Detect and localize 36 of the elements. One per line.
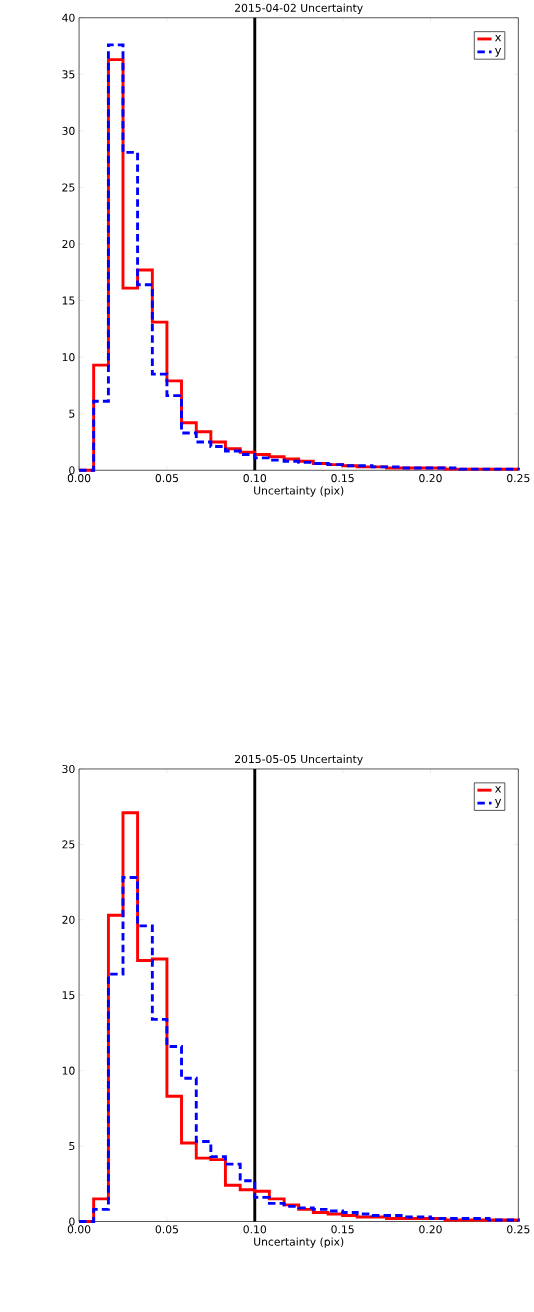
y-tick-label: 35 (62, 70, 75, 79)
y-tick-label: 25 (62, 183, 75, 192)
y-tick-label: 10 (62, 353, 75, 362)
chart-title: 2015-05-05 Uncertainty (235, 754, 363, 766)
x-tick-label: 0.10 (243, 1225, 267, 1234)
y-tick-label: 20 (62, 915, 75, 924)
y-tick-label: 15 (62, 296, 75, 305)
y-tick-label: 0 (69, 466, 75, 475)
y-tick-label: 30 (62, 126, 75, 135)
y-tick-label: 5 (69, 1142, 75, 1151)
y-tick-label: 10 (62, 1066, 75, 1075)
x-tick-label: 0.20 (419, 474, 442, 483)
legend-label: x (495, 786, 502, 793)
x-tick-label: 0.00 (67, 474, 91, 483)
x-tick-label: 0.15 (331, 474, 354, 483)
x-tick-label: 0.05 (155, 1225, 178, 1234)
y-tick-label: 25 (62, 840, 75, 849)
legend-label: y (495, 47, 502, 57)
y-tick-label: 0 (69, 1217, 75, 1226)
y-tick-label: 20 (62, 239, 75, 249)
x-axis-title: Uncertainty (pix) (254, 1237, 344, 1248)
x-tick-label: 0.10 (243, 474, 267, 483)
legend-label: y (495, 799, 502, 808)
x-tick-label: 0.25 (507, 1225, 530, 1234)
x-axis-title: Uncertainty (pix) (254, 486, 344, 497)
x-tick-label: 0.25 (507, 474, 530, 483)
legend-label: x (495, 34, 502, 42)
y-tick-label: 40 (62, 13, 75, 22)
y-tick-label: 30 (62, 764, 75, 774)
x-tick-label: 0.15 (331, 1225, 354, 1234)
x-tick-label: 0.05 (155, 474, 178, 483)
y-tick-label: 15 (62, 991, 75, 1000)
x-tick-label: 0.20 (419, 1225, 442, 1234)
y-tick-label: 5 (69, 409, 75, 418)
chart-title: 2015-04-02 Uncertainty (235, 3, 363, 14)
x-tick-label: 0.00 (67, 1225, 91, 1234)
